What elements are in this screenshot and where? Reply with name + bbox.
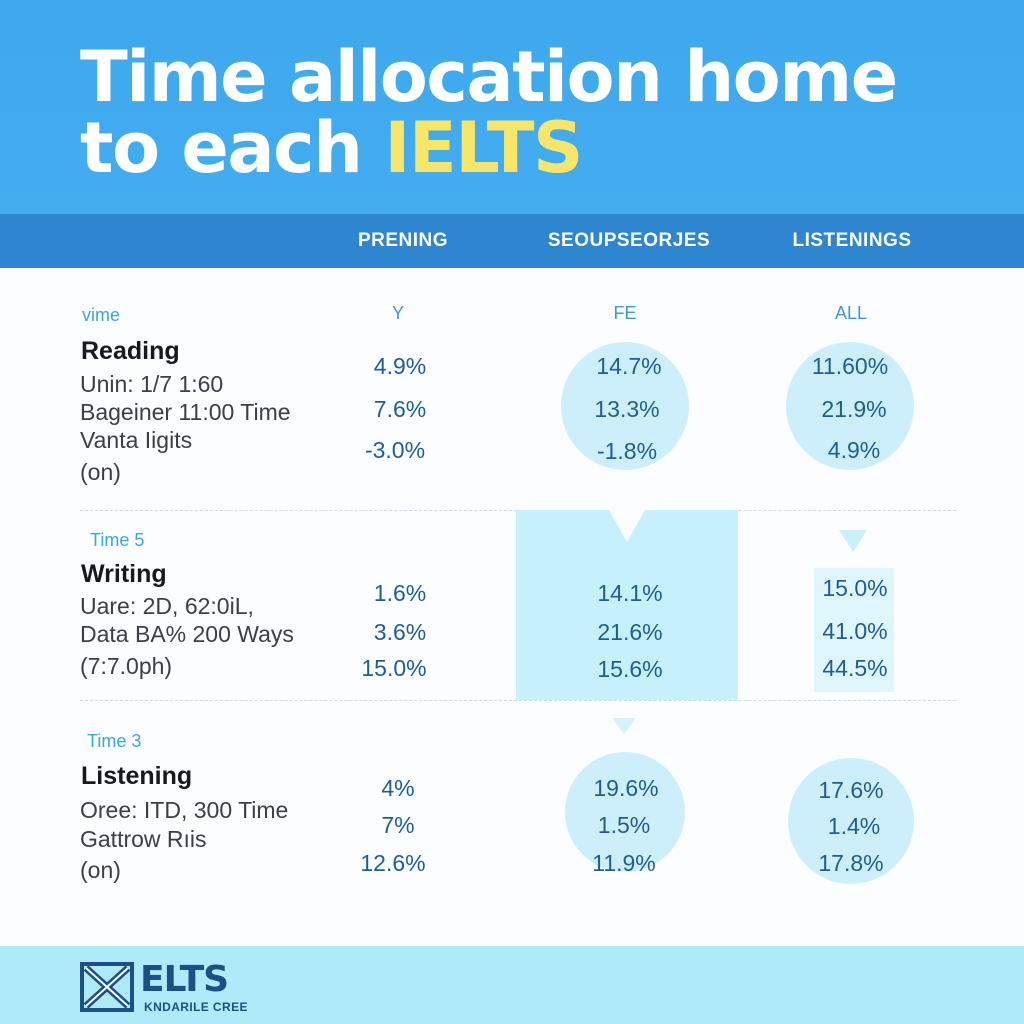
logo-subtext: KNDARILE CREE <box>144 1000 248 1014</box>
section-detail: Oree: ITD, 300 Time <box>80 797 289 823</box>
sub-header-2: FE <box>613 303 637 323</box>
value-cell: 7.6% <box>373 396 427 422</box>
value-cell: -1.8% <box>596 438 658 464</box>
value-cell: 7% <box>381 812 415 838</box>
sub-header-1: Y <box>391 303 404 323</box>
value-cell: 11.60% <box>811 353 889 379</box>
section-detail: (on) <box>80 459 121 485</box>
value-cell: 15.6% <box>597 656 663 682</box>
value-cell: 21.6% <box>597 619 663 645</box>
value-cell: 12.6% <box>360 850 426 876</box>
section-detail: Vanta Iigits <box>80 427 193 453</box>
value-cell: -3.0% <box>364 437 426 463</box>
sub-header-3: ALL <box>834 303 868 323</box>
section-detail: Bageiner 11:00 Time <box>80 399 291 425</box>
section-title-writing: Writing <box>81 560 167 588</box>
value-cell: 14.7% <box>596 353 662 379</box>
value-cell: 17.8% <box>818 850 884 876</box>
highlight-bubble <box>561 342 689 470</box>
section-detail: Unin: 1/7 1:60 <box>80 371 224 397</box>
logo-wordmark: ELTS <box>140 959 229 1000</box>
column-header-3: LISTENINGS <box>792 230 912 251</box>
value-cell: 21.9% <box>821 396 887 422</box>
value-cell: 4% <box>381 775 415 801</box>
highlight-bubble <box>565 752 685 872</box>
page-title-line-1: Time allocation home <box>80 36 898 118</box>
section-tag: Time 3 <box>87 731 142 751</box>
highlight-bubble <box>786 342 914 470</box>
column-header-1: PRENING <box>357 230 449 251</box>
highlight-bubble <box>788 758 914 884</box>
value-cell: 17.6% <box>818 777 884 803</box>
section-detail: Gattrow Rıis <box>80 826 207 852</box>
x-cross-logo-icon <box>80 962 134 1012</box>
page-title-prefix: to each <box>80 107 385 189</box>
value-cell: 1.6% <box>373 580 427 606</box>
page-title-accent: IELTS <box>384 107 583 189</box>
hero-banner: Time allocation home to each IELTS <box>0 0 1024 214</box>
section-title-listening: Listening <box>81 762 193 790</box>
section-detail: Uare: 2D, 62:0iL, <box>80 593 254 619</box>
pointer-triangle <box>612 718 636 734</box>
value-cell: 11.9% <box>592 850 656 876</box>
section-title-reading: Reading <box>81 337 180 365</box>
section-detail: Data BA% 200 Ways <box>80 621 294 647</box>
value-cell: 19.6% <box>593 775 659 801</box>
value-cell: 14.1% <box>597 580 663 606</box>
page-title-line-2: to each IELTS <box>80 113 583 183</box>
value-cell: 3.6% <box>373 619 427 645</box>
footer-bar <box>0 946 1024 1024</box>
column-header-bar: PRENING SEOUPSEORJES LISTENINGS <box>0 214 1024 268</box>
section-divider <box>80 700 956 701</box>
pointer-triangle <box>839 530 867 552</box>
value-cell: 41.0% <box>822 618 888 644</box>
value-cell: 44.5% <box>822 655 888 681</box>
value-cell: 15.0% <box>361 655 427 681</box>
value-cell: 4.9% <box>827 437 881 463</box>
value-cell: 1.5% <box>597 812 651 838</box>
value-cell: 13.3% <box>594 396 660 422</box>
value-cell: 15.0% <box>822 575 888 601</box>
section-detail: (7:7.0ph) <box>80 653 173 679</box>
column-header-2: SEOUPSEORJES <box>547 230 711 251</box>
highlight-column-soft <box>814 568 894 692</box>
section-tag: Time 5 <box>90 530 145 550</box>
value-cell: 1.4% <box>827 813 881 839</box>
section-tag: vime <box>82 305 121 325</box>
value-cell: 4.9% <box>373 353 427 379</box>
highlight-notch <box>609 510 645 542</box>
section-detail: (on) <box>80 857 121 883</box>
